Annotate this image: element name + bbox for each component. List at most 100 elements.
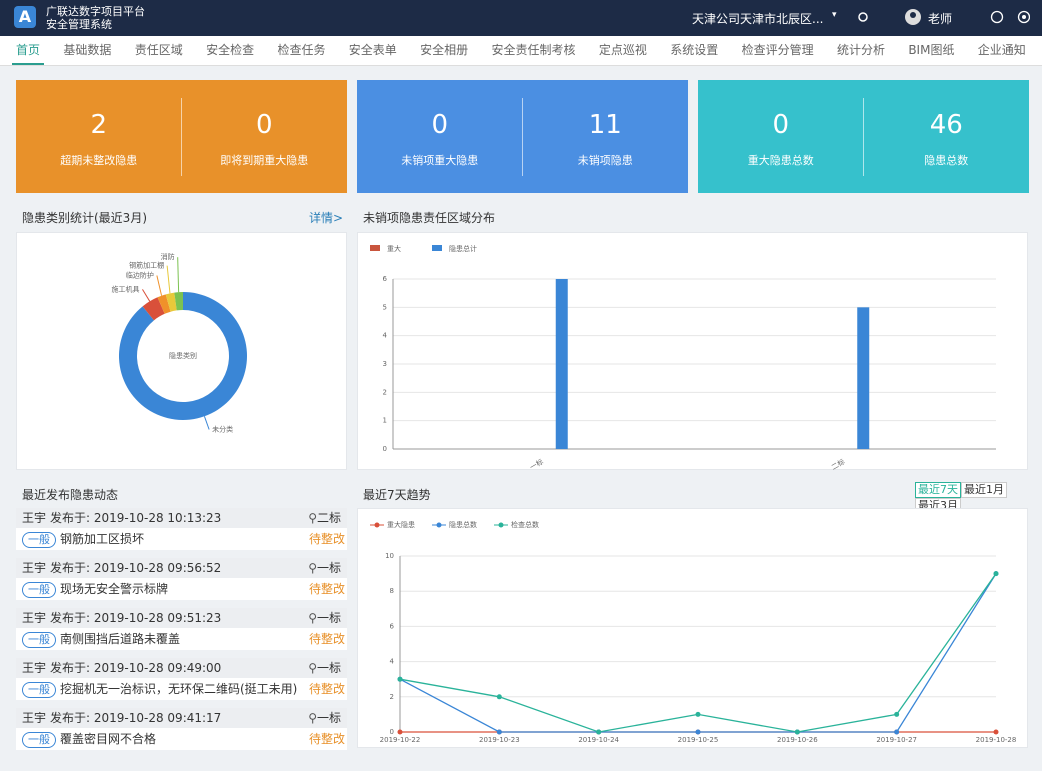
- point: [794, 729, 800, 735]
- author: 王宇: [22, 611, 47, 625]
- nav-tab[interactable]: 检查任务: [277, 43, 326, 57]
- feed-item[interactable]: 王宇 发布于: 2019-10-28 09:49:00 ⚲一标 一般 挖掘机无一治标识，…: [16, 658, 347, 700]
- nav-tab[interactable]: BIM图纸: [908, 43, 955, 57]
- bar: [555, 279, 568, 449]
- description: 钢筋加工区损坏: [60, 532, 145, 546]
- point: [496, 729, 502, 735]
- legend-label: 隐患总数: [449, 520, 477, 529]
- leader-line: [203, 416, 210, 430]
- legend-dot: [374, 522, 380, 528]
- notice-icon[interactable]: [856, 10, 870, 24]
- leader-line: [156, 275, 163, 296]
- feed-item[interactable]: 王宇 发布于: 2019-10-28 09:56:52 ⚲一标 一般 现场无安全警示标牌…: [16, 558, 347, 600]
- avatar[interactable]: [904, 8, 922, 26]
- time: 发布于: 2019-10-28 10:13:23: [50, 511, 222, 525]
- nav-tab[interactable]: 责任区域: [134, 43, 183, 57]
- title-line: 安全管理系统: [46, 18, 112, 31]
- nav-tab[interactable]: 基础数据: [63, 43, 112, 57]
- range-button[interactable]: 最近1月: [961, 482, 1007, 498]
- x-tick-label: 2019-10-26: [777, 736, 818, 744]
- level-tag: 一般: [22, 732, 56, 748]
- stat-label: 即将到期重大隐患: [220, 154, 309, 167]
- pie-slice: [174, 292, 183, 311]
- x-tick-label: 2019-10-27: [876, 736, 917, 744]
- nav-tab[interactable]: 首页: [12, 36, 45, 65]
- divider: [522, 98, 523, 176]
- pin-icon: ⚲: [308, 611, 317, 625]
- panel-title: 最近7天趋势: [363, 488, 431, 502]
- nav-tab[interactable]: 统计分析: [836, 43, 885, 57]
- nav-tab[interactable]: 系统设置: [670, 43, 719, 57]
- feed-item[interactable]: 王宇 发布于: 2019-10-28 09:51:23 ⚲一标一般 南侧围挡后道路未覆…: [16, 608, 347, 650]
- x-tick-label: 2019-10-24: [578, 736, 619, 744]
- time: 发布于: 2019-10-28 09:51:23: [50, 611, 222, 625]
- legend-swatch: [432, 245, 442, 251]
- company-select[interactable]: 天津公司天津市北辰区...: [692, 12, 824, 26]
- location: ⚲一标: [308, 608, 341, 628]
- y-tick-label: 4: [383, 332, 388, 340]
- time: 发布于: 2019-10-28 09:41:17: [50, 711, 222, 725]
- x-tick-label: 2019-10-22: [380, 736, 421, 744]
- status: 待整改: [308, 632, 345, 646]
- nav-tab[interactable]: 安全检查: [206, 43, 255, 57]
- description: 南侧围挡后道路未覆盖: [60, 632, 181, 646]
- slice-label: 消防: [161, 252, 175, 261]
- feed-item[interactable]: 王宇 发布于: 2019-10-28 09:41:17 ⚲一标 一般 覆盖密目网不合格 待…: [16, 708, 347, 750]
- stat-value: 0: [772, 110, 790, 140]
- nav-bar: 首页 基础数据 责任区域 安全检查 检查任务 安全表单 安全相册 安全责任制考核 定点巡视 系统设…: [0, 36, 1042, 66]
- stat-value: 2: [90, 110, 108, 140]
- y-tick-label: 6: [390, 622, 395, 630]
- status: 待整改: [308, 582, 345, 596]
- stat-value: 46: [929, 110, 963, 140]
- leader-line: [177, 257, 180, 293]
- legend-swatch: [370, 245, 380, 251]
- stat: 0 即将到期重大隐患: [182, 80, 348, 193]
- feed-list: 王宇 发布于: 2019-10-28 10:13:23 ⚲二标 一般 钢筋加工区损坏 待整…: [16, 508, 347, 750]
- stat-label: 重大隐患总数: [747, 154, 814, 167]
- status: 待整改: [308, 532, 345, 546]
- stat: 2 超期未整改隐患: [16, 80, 182, 193]
- x-tick-label: 一标: [528, 457, 545, 471]
- feed-body: 一般 钢筋加工区损坏 待整改: [16, 528, 347, 550]
- x-tick-label: 2019-10-28: [976, 736, 1017, 744]
- user-name[interactable]: 老师: [928, 12, 953, 26]
- point: [993, 571, 999, 577]
- nav-tab[interactable]: 安全相册: [420, 43, 469, 57]
- y-tick-label: 10: [385, 552, 394, 560]
- point: [695, 729, 701, 735]
- stat-card: 0 重大隐患总数 46 隐患总数: [698, 80, 1029, 193]
- point: [397, 676, 403, 682]
- detail-link[interactable]: 详情>: [309, 211, 344, 225]
- help-settings-icons[interactable]: [990, 10, 1030, 26]
- divider: [181, 98, 182, 176]
- level-tag: 一般: [22, 632, 56, 648]
- legend-dot: [498, 522, 504, 528]
- description: 覆盖密目网不合格: [60, 732, 157, 746]
- stat: 0 重大隐患总数: [698, 80, 864, 193]
- stat-label: 未销项隐患: [577, 154, 633, 167]
- nav-tab[interactable]: 企业通知: [977, 43, 1026, 57]
- nav-tab[interactable]: 安全表单: [348, 43, 397, 57]
- nav-tab[interactable]: 定点巡视: [598, 43, 647, 57]
- x-tick-label: 2019-10-25: [678, 736, 719, 744]
- stat-label: 未销项重大隐患: [401, 154, 479, 167]
- location: ⚲一标: [308, 658, 341, 678]
- description: 现场无安全警示标牌: [60, 582, 169, 596]
- author: 王宇: [22, 711, 47, 725]
- slice-label: 未分类: [212, 424, 233, 433]
- feed-header: 王宇 发布于: 2019-10-28 09:56:52 ⚲一标: [16, 558, 347, 578]
- range-button[interactable]: 最近7天: [915, 482, 961, 498]
- panel-title: 隐患类别统计(最近3月): [22, 211, 147, 225]
- nav-tab[interactable]: 检查评分管理: [741, 43, 814, 57]
- location-text: 一标: [316, 561, 341, 575]
- nav-tab[interactable]: 安全责任制考核: [491, 43, 576, 57]
- point: [993, 729, 999, 735]
- pie-panel: 未分类 施工机具 临边防护 钢筋加工棚 消防 隐患类别: [16, 232, 347, 470]
- range-buttons: 最近7天 最近1月最近3月: [915, 482, 1042, 514]
- point: [397, 729, 403, 735]
- location-text: 一标: [316, 711, 341, 725]
- feed-item[interactable]: 王宇 发布于: 2019-10-28 10:13:23 ⚲二标 一般 钢筋加工区损坏 待整…: [16, 508, 347, 550]
- logo[interactable]: A: [14, 6, 36, 28]
